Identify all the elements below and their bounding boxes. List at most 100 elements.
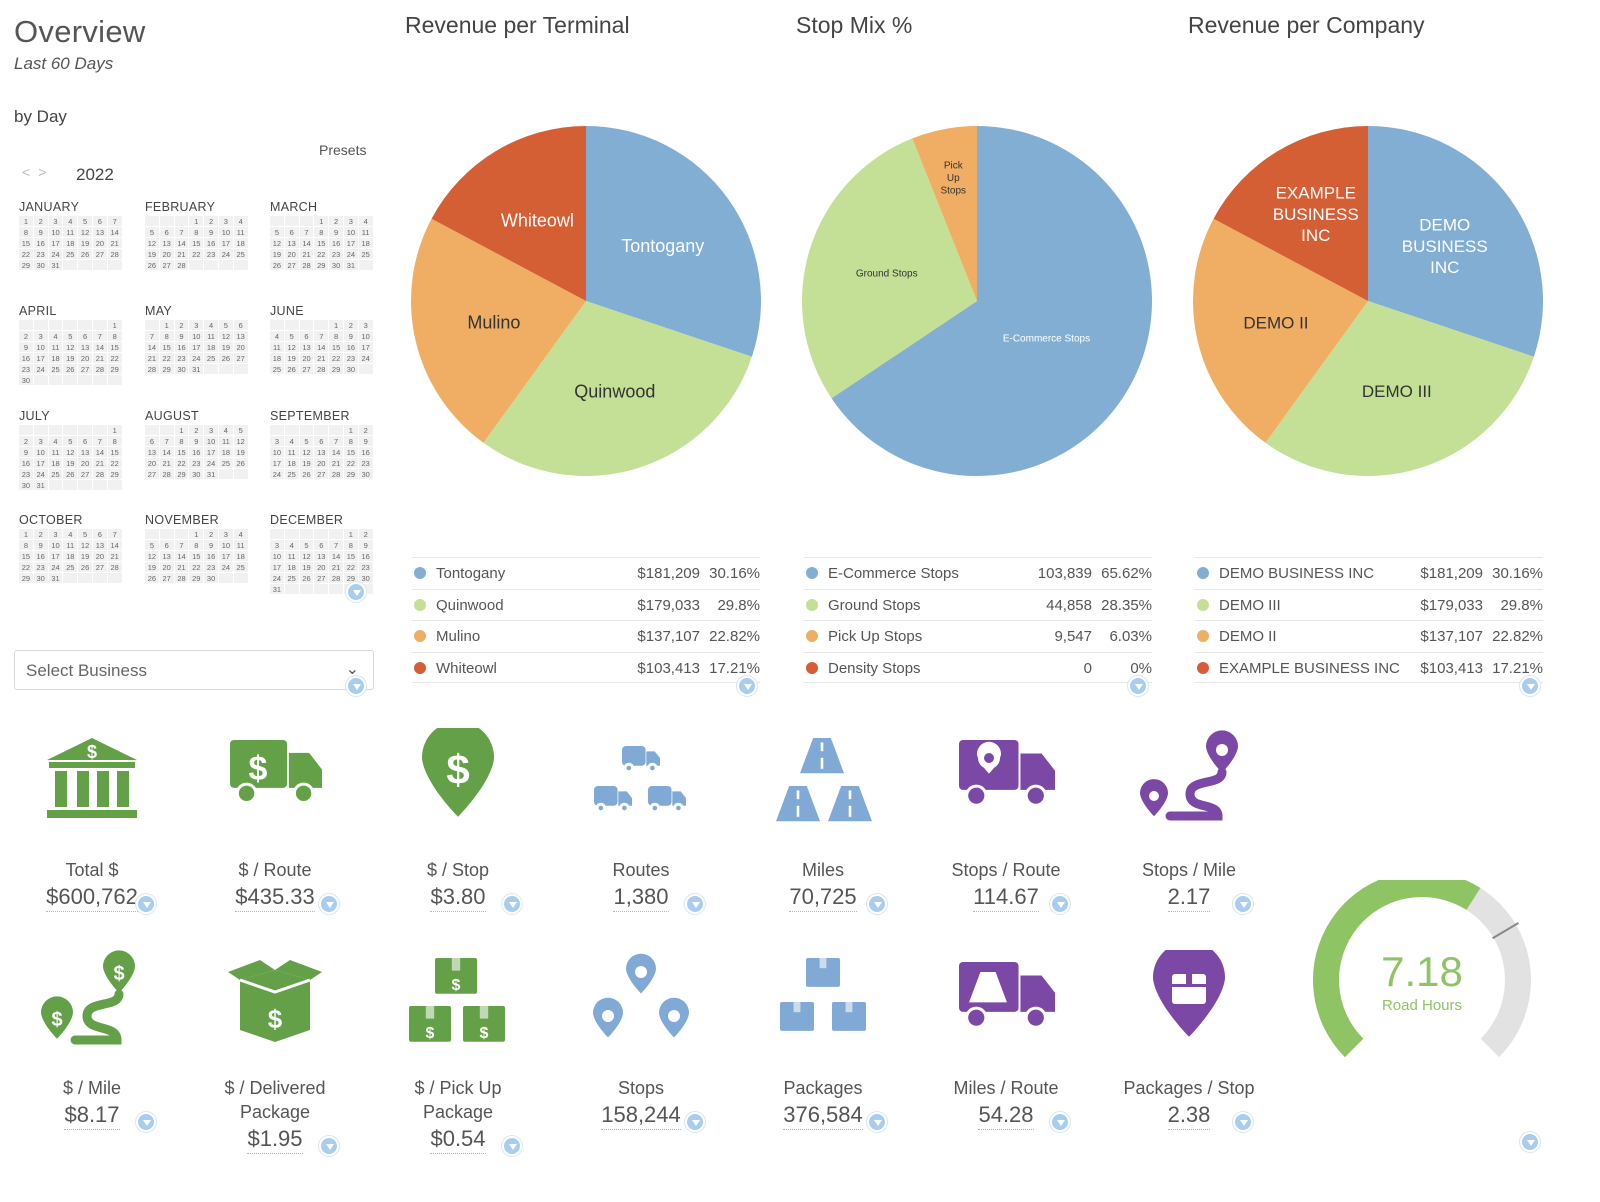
- calendar-day[interactable]: 6: [145, 436, 160, 447]
- calendar-day[interactable]: 15: [189, 551, 205, 562]
- kpi-value-text[interactable]: 376,584: [783, 1102, 863, 1130]
- calendar-day[interactable]: 12: [299, 551, 315, 562]
- calendar-day[interactable]: 28: [299, 260, 315, 271]
- calendar-day[interactable]: 26: [218, 353, 234, 364]
- calendar-day[interactable]: 5: [233, 425, 249, 436]
- calendar-day[interactable]: 24: [218, 249, 234, 260]
- calendar-day[interactable]: 21: [314, 353, 330, 364]
- calendar-day[interactable]: 20: [159, 249, 175, 260]
- calendar-day[interactable]: 15: [343, 447, 359, 458]
- pie-slice[interactable]: [483, 301, 752, 477]
- calendar-day[interactable]: 1: [343, 425, 359, 436]
- calendar-day[interactable]: 9: [19, 447, 34, 458]
- legend-row[interactable]: Tontogany $181,209 30.16%: [412, 557, 760, 589]
- calendar-day[interactable]: 19: [284, 353, 300, 364]
- calendar-day[interactable]: 10: [358, 331, 374, 342]
- calendar-day[interactable]: 22: [343, 562, 359, 573]
- calendar-day[interactable]: 23: [19, 469, 34, 480]
- calendar-day[interactable]: 12: [270, 238, 285, 249]
- calendar-day[interactable]: 8: [174, 436, 190, 447]
- calendar-day[interactable]: 12: [299, 447, 315, 458]
- calendar-day[interactable]: 4: [284, 436, 300, 447]
- calendar-day[interactable]: 20: [314, 458, 330, 469]
- calendar-day[interactable]: 20: [92, 551, 108, 562]
- terminal-filter-icon[interactable]: [737, 676, 757, 696]
- kpi-filter-icon[interactable]: [136, 894, 156, 914]
- calendar-day[interactable]: 18: [233, 551, 249, 562]
- kpi-filter-icon[interactable]: [685, 894, 705, 914]
- kpi-value[interactable]: 1,380: [551, 884, 731, 912]
- calendar-day[interactable]: 1: [189, 529, 205, 540]
- calendar-day[interactable]: 25: [218, 458, 234, 469]
- calendar-day[interactable]: 22: [159, 353, 175, 364]
- calendar-day[interactable]: 9: [204, 227, 219, 238]
- calendar-day[interactable]: 30: [358, 469, 374, 480]
- legend-row[interactable]: Quinwood $179,033 29.8%: [412, 588, 760, 621]
- calendar-day[interactable]: 24: [189, 353, 205, 364]
- calendar-day[interactable]: 13: [233, 331, 249, 342]
- calendar-day[interactable]: 18: [270, 353, 285, 364]
- calendar-day[interactable]: 31: [343, 260, 359, 271]
- legend-row[interactable]: EXAMPLE BUSINESS INC $103,413 17.21%: [1195, 651, 1543, 683]
- calendar-day[interactable]: 16: [174, 342, 190, 353]
- calendar-day[interactable]: 13: [299, 342, 315, 353]
- calendar-day[interactable]: 2: [174, 320, 190, 331]
- calendar-day[interactable]: 2: [33, 216, 49, 227]
- calendar-day[interactable]: 28: [107, 562, 123, 573]
- calendar-day[interactable]: 31: [48, 260, 64, 271]
- calendar-day[interactable]: 8: [189, 227, 205, 238]
- calendar-day[interactable]: 11: [284, 551, 300, 562]
- legend-row[interactable]: Whiteowl $103,413 17.21%: [412, 651, 760, 683]
- calendar-day[interactable]: 9: [329, 227, 344, 238]
- kpi-value[interactable]: 70,725: [733, 884, 913, 912]
- calendar-day[interactable]: 6: [284, 227, 300, 238]
- calendar-day[interactable]: 15: [329, 342, 344, 353]
- kpi-value-text[interactable]: $600,762: [46, 884, 138, 912]
- calendar-day[interactable]: 17: [33, 353, 49, 364]
- kpi-value-text[interactable]: 158,244: [601, 1102, 681, 1130]
- kpi-value-text[interactable]: 114.67: [973, 884, 1039, 912]
- calendar-day[interactable]: 1: [107, 425, 123, 436]
- calendar-day[interactable]: 26: [299, 469, 315, 480]
- calendar-day[interactable]: 27: [314, 469, 330, 480]
- calendar-day[interactable]: 20: [284, 249, 300, 260]
- calendar-day[interactable]: 4: [233, 529, 249, 540]
- kpi-value[interactable]: 54.28: [916, 1102, 1096, 1130]
- calendar-day[interactable]: 15: [159, 342, 175, 353]
- calendar-day[interactable]: 11: [63, 227, 79, 238]
- calendar-day[interactable]: 5: [284, 331, 300, 342]
- calendar-day[interactable]: 29: [314, 260, 330, 271]
- calendar-day[interactable]: 15: [314, 238, 330, 249]
- calendar-day[interactable]: 17: [33, 458, 49, 469]
- calendar-day[interactable]: 7: [107, 529, 123, 540]
- calendar-day[interactable]: 23: [189, 458, 205, 469]
- calendar-day[interactable]: 2: [19, 436, 34, 447]
- calendar-day[interactable]: 4: [48, 436, 64, 447]
- calendar-day[interactable]: 10: [204, 436, 219, 447]
- calendar-day[interactable]: 14: [299, 238, 315, 249]
- calendar-day[interactable]: 12: [145, 551, 160, 562]
- calendar-day[interactable]: 14: [174, 238, 190, 249]
- calendar-day[interactable]: 3: [204, 425, 219, 436]
- calendar-day[interactable]: 16: [189, 447, 205, 458]
- calendar-day[interactable]: 26: [78, 249, 93, 260]
- calendar-day[interactable]: 31: [204, 469, 219, 480]
- calendar-day[interactable]: 18: [48, 353, 64, 364]
- calendar-day[interactable]: 27: [92, 562, 108, 573]
- calendar-day[interactable]: 1: [174, 425, 190, 436]
- calendar-day[interactable]: 10: [48, 227, 64, 238]
- kpi-value[interactable]: $0.54: [368, 1126, 548, 1154]
- calendar-day[interactable]: 23: [204, 562, 219, 573]
- calendar-day[interactable]: 20: [92, 238, 108, 249]
- calendar-day[interactable]: 2: [189, 425, 205, 436]
- calendar-day[interactable]: 22: [174, 458, 190, 469]
- calendar-day[interactable]: 30: [33, 573, 49, 584]
- calendar-day[interactable]: 6: [314, 436, 330, 447]
- calendar-day[interactable]: 23: [358, 458, 374, 469]
- calendar-day[interactable]: 3: [33, 331, 49, 342]
- calendar-day[interactable]: 15: [174, 447, 190, 458]
- calendar-day[interactable]: 17: [189, 342, 205, 353]
- calendar-day[interactable]: 17: [48, 551, 64, 562]
- calendar-day[interactable]: 4: [358, 216, 374, 227]
- calendar-day[interactable]: 13: [284, 238, 300, 249]
